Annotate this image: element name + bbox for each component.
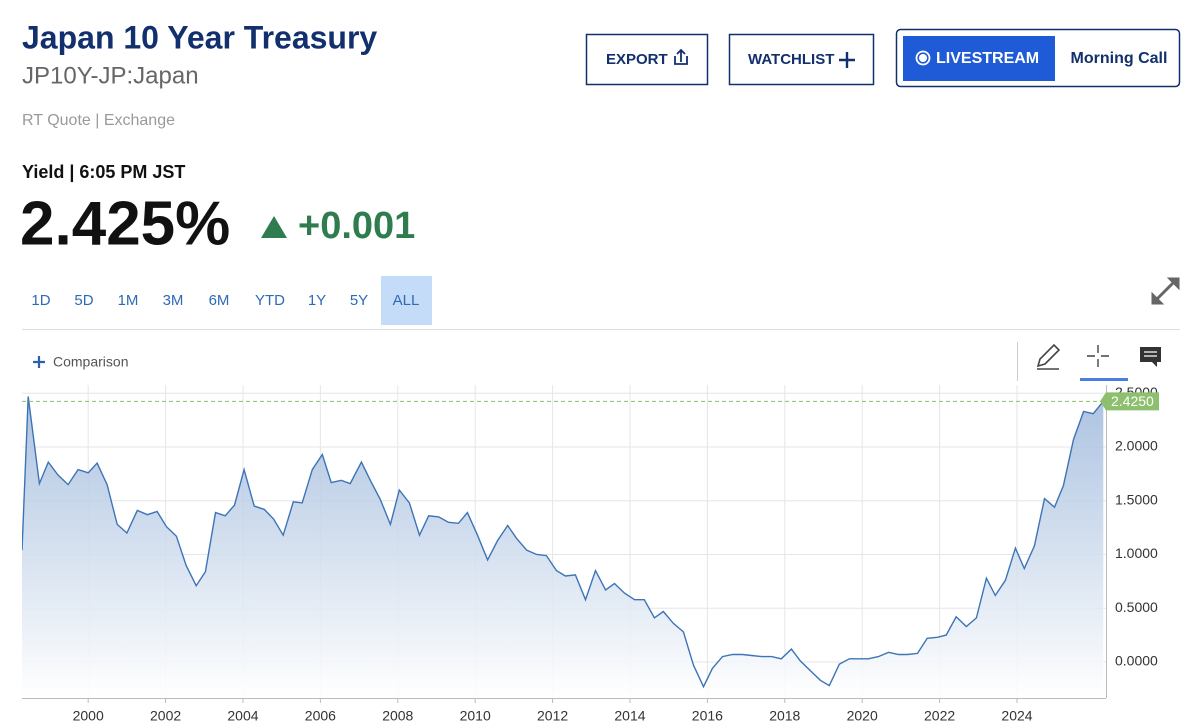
y-tick-label: 0.5000: [1115, 599, 1158, 615]
area-fill: [22, 396, 1104, 698]
current-value-badge: [1100, 392, 1159, 411]
x-tick-label: 2008: [382, 708, 413, 724]
range-tab-label: 5D: [74, 292, 93, 309]
range-tab[interactable]: 1M: [118, 292, 139, 309]
range-tab-label: 5Y: [350, 292, 368, 309]
range-tab[interactable]: 3M: [163, 292, 184, 309]
comparison-button[interactable]: Comparison: [33, 354, 128, 370]
series: [22, 396, 1104, 698]
export-label: EXPORT: [606, 51, 668, 68]
range-tab[interactable]: 5D: [74, 292, 93, 309]
range-tab[interactable]: YTD: [255, 292, 285, 309]
range-tab-label: 1D: [31, 292, 50, 309]
y-tick-label: 1.5000: [1115, 491, 1158, 507]
active-tab-bg: [381, 276, 432, 325]
quote-source: RT Quote | Exchange: [22, 112, 175, 129]
morning-call-button[interactable]: Morning Call: [1071, 50, 1168, 67]
x-tick-label: 2002: [150, 708, 181, 724]
x-tick-label: 2006: [305, 708, 336, 724]
y-tick-label: 0.0000: [1115, 653, 1158, 669]
expand-button[interactable]: [1151, 277, 1180, 305]
livestream-label: LIVESTREAM: [936, 50, 1039, 67]
x-tick-label: 2016: [692, 708, 723, 724]
x-tick-label: 2010: [460, 708, 491, 724]
comparison-label: Comparison: [53, 354, 128, 370]
x-tick-label: 2014: [614, 708, 645, 724]
x-tick-label: 2018: [769, 708, 800, 724]
range-tab[interactable]: 6M: [209, 292, 230, 309]
watchlist-label: WATCHLIST: [748, 51, 834, 68]
range-tab-label: ALL: [393, 292, 420, 309]
export-button[interactable]: EXPORT: [585, 33, 709, 86]
yield-label: Yield | 6:05 PM JST: [22, 162, 185, 182]
watchlist-button[interactable]: WATCHLIST: [728, 33, 875, 86]
comment-tool[interactable]: [1140, 347, 1161, 367]
range-tab[interactable]: 5Y: [350, 292, 368, 309]
plot: 2000 2002 2004 2006 2008 2010 2012 2014 2016 2018…: [22, 384, 1159, 724]
range-tab[interactable]: ALL: [381, 276, 432, 325]
range-tabs: 1D 5D 1M 3M 6M YTD 1Y 5Y ALL: [31, 276, 432, 325]
y-tick-label: 2.0000: [1115, 438, 1158, 454]
price: 2.425%: [20, 189, 230, 258]
livestream-button[interactable]: LIVESTREAM: [903, 36, 1055, 81]
range-tab-label: 6M: [209, 292, 230, 309]
range-tab-label: 3M: [163, 292, 184, 309]
x-tick-label: 2000: [73, 708, 104, 724]
range-tab[interactable]: 1D: [31, 292, 50, 309]
x-tick-label: 2004: [227, 708, 258, 724]
change: +0.001: [298, 205, 415, 247]
active-tool-indicator: [1080, 378, 1128, 381]
up-arrow: [261, 216, 287, 238]
title: Japan 10 Year Treasury: [22, 19, 377, 55]
range-tab-label: 1M: [118, 292, 139, 309]
y-tick-label: 1.0000: [1115, 545, 1158, 561]
yield-line: [22, 396, 1104, 689]
x-tick-label: 2022: [924, 708, 955, 724]
x-tick-label: 2020: [847, 708, 878, 724]
crosshair-tool[interactable]: [1087, 345, 1109, 367]
symbol: JP10Y-JP:Japan: [22, 62, 199, 89]
draw-tool[interactable]: [1036, 343, 1061, 370]
x-tick-label: 2024: [1001, 708, 1032, 724]
current-value-label: 2.4250: [1111, 393, 1154, 409]
x-tick-label: 2012: [537, 708, 568, 724]
range-tab-label: 1Y: [308, 292, 326, 309]
range-tab[interactable]: 1Y: [308, 292, 326, 309]
range-tab-label: YTD: [255, 292, 285, 309]
